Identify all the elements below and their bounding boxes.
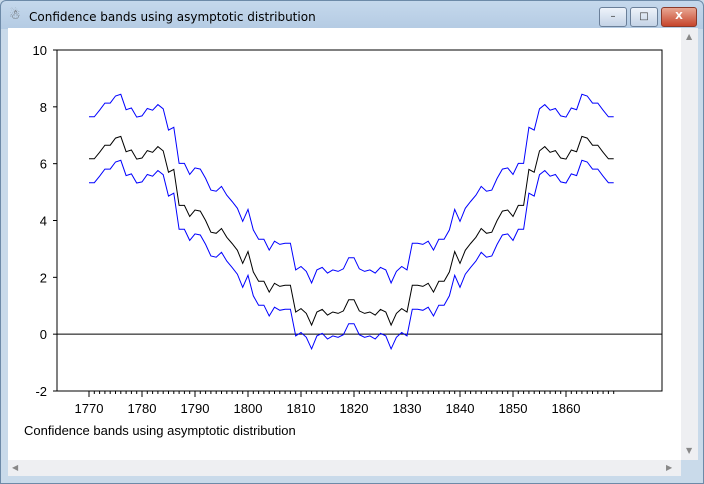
vertical-scrollbar[interactable]: ▲ ▼: [681, 28, 698, 460]
x-tick-label: 1780: [128, 401, 157, 416]
chart-area: -2 0 2 4 6 8 10 1770 1780 1790 1800 1810 1820 1830 184…: [8, 28, 681, 460]
x-tick-label: 1790: [181, 401, 210, 416]
maximize-button[interactable]: □: [630, 7, 658, 27]
app-icon: ☃: [9, 8, 21, 23]
title-bar[interactable]: ☃ Confidence bands using asymptotic dist…: [1, 1, 704, 29]
y-tick-label: 8: [40, 100, 47, 115]
x-tick-label: 1850: [499, 401, 528, 416]
y-tick-label: 2: [40, 270, 47, 285]
y-tick-label: 6: [40, 157, 47, 172]
scroll-left-icon[interactable]: ◀: [12, 463, 19, 472]
x-tick-label: 1800: [234, 401, 263, 416]
y-tick-label: 10: [33, 43, 47, 58]
x-tick-label: 1840: [446, 401, 475, 416]
scroll-right-icon[interactable]: ▶: [666, 463, 673, 472]
chart-caption: Confidence bands using asymptotic distri…: [24, 423, 296, 438]
y-tick-label: 4: [40, 214, 47, 229]
series-line-lower: [89, 159, 614, 351]
close-button[interactable]: X: [661, 7, 697, 27]
scroll-down-icon[interactable]: ▼: [686, 446, 693, 455]
scroll-up-icon[interactable]: ▲: [686, 32, 693, 41]
y-tick-label: 0: [40, 327, 47, 342]
series-line-estimate: [89, 135, 614, 327]
window-title: Confidence bands using asymptotic distri…: [29, 10, 316, 24]
plot-frame: [56, 49, 663, 392]
x-tick-label: 1770: [75, 401, 104, 416]
minimize-button[interactable]: –: [599, 7, 627, 27]
series-line-upper: [89, 93, 614, 285]
y-tick-label: -2: [35, 384, 47, 399]
x-tick-label: 1830: [393, 401, 422, 416]
x-tick-label: 1810: [287, 401, 316, 416]
chart-svg: -2 0 2 4 6 8 10 1770 1780 1790 1800 1810 1820 1830 184…: [24, 43, 663, 438]
x-tick-label: 1860: [552, 401, 581, 416]
horizontal-scrollbar[interactable]: ◀ ▶: [8, 460, 681, 476]
x-tick-label: 1820: [340, 401, 369, 416]
